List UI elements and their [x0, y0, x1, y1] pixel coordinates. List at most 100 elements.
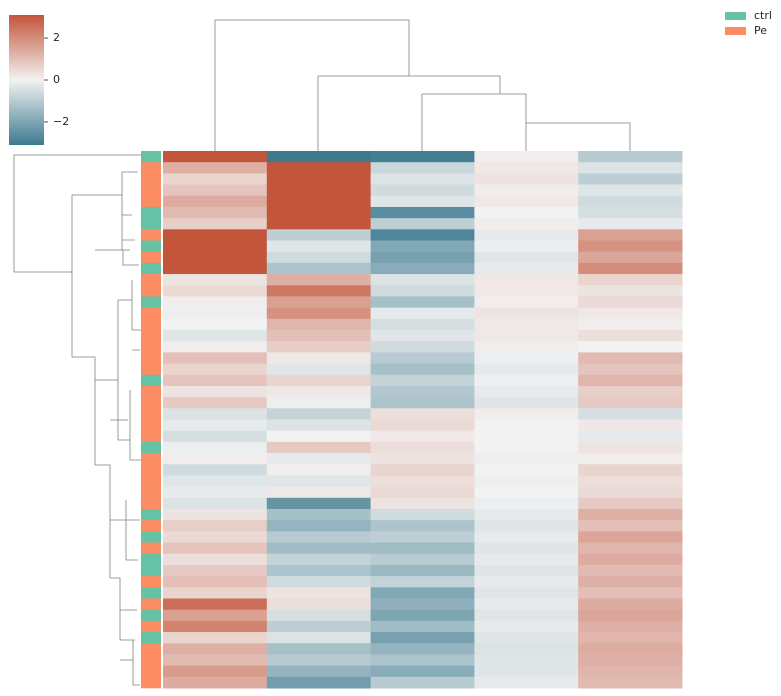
heatmap-cell [163, 564, 268, 577]
heatmap-cell [578, 385, 683, 398]
legend-swatch [725, 27, 746, 35]
heatmap-cell [163, 509, 268, 521]
heatmap-cell [163, 285, 268, 297]
heatmap-cell [474, 206, 579, 219]
heatmap-cell [163, 307, 268, 320]
row-group-color [141, 497, 161, 510]
heatmap-cell [578, 598, 683, 611]
heatmap-cell [578, 654, 683, 667]
heatmap-cell [266, 352, 372, 365]
heatmap-cell [578, 430, 683, 443]
heatmap-cell [474, 184, 579, 197]
heatmap-cell [578, 285, 683, 297]
heatmap-cell [266, 397, 372, 409]
heatmap-cell [578, 195, 683, 208]
row-dendrogram [13, 154, 141, 686]
heatmap-cell [163, 206, 268, 219]
row-group-color [141, 598, 161, 610]
heatmap-cell [578, 397, 683, 409]
heatmap-cell [578, 184, 683, 197]
heatmap-cell [474, 486, 579, 499]
heatmap-cell [578, 374, 683, 387]
heatmap-cell [578, 363, 683, 376]
heatmap-cell [163, 475, 268, 488]
heatmap-cell [163, 453, 268, 465]
heatmap-cell [370, 162, 475, 174]
row-group-color [141, 620, 161, 633]
heatmap-cell [474, 251, 579, 264]
heatmap-cell [266, 240, 372, 253]
row-group-color [141, 151, 161, 163]
heatmap-cell [474, 430, 579, 443]
heatmap-cell [370, 385, 475, 398]
heatmap-cell [266, 430, 372, 443]
heatmap-cell [266, 251, 372, 264]
heatmap-cell [266, 318, 372, 331]
heatmap-cell [163, 385, 268, 398]
heatmap-cell [266, 330, 372, 342]
heatmap-cell [163, 486, 268, 499]
heatmap-cell [474, 274, 579, 286]
heatmap-cell [163, 665, 268, 678]
heatmap-cell [578, 218, 683, 230]
heatmap-cell [370, 509, 475, 521]
heatmap-cell [163, 229, 268, 241]
heatmap-cell [163, 274, 268, 286]
heatmap-cell [578, 274, 683, 286]
row-group-color [141, 587, 161, 599]
heatmap-cell [266, 553, 372, 566]
heatmap-cell [474, 509, 579, 521]
heatmap-cell [266, 542, 372, 555]
heatmap-cell [474, 229, 579, 241]
heatmap-cell [163, 542, 268, 555]
heatmap-cell [578, 497, 683, 510]
heatmap-cell [474, 285, 579, 297]
heatmap-cell [163, 251, 268, 264]
heatmap-cell [474, 195, 579, 208]
heatmap-cell [266, 151, 372, 163]
heatmap-cell [266, 665, 372, 678]
heatmap-cell [474, 374, 579, 387]
heatmap-cell [474, 564, 579, 577]
heatmap-cell [266, 632, 372, 644]
heatmap-cell [474, 609, 579, 622]
heatmap-cell [266, 285, 372, 297]
heatmap-cell [370, 184, 475, 197]
row-group-color [141, 654, 161, 666]
heatmap-cell [578, 509, 683, 521]
heatmap-cell [370, 520, 475, 532]
heatmap-cell [163, 520, 268, 532]
row-group-color [141, 274, 161, 286]
heatmap-cell [474, 330, 579, 342]
heatmap-cell [370, 542, 475, 555]
row-group-color [141, 531, 161, 543]
heatmap-cell [370, 430, 475, 443]
heatmap-cell [266, 184, 372, 197]
heatmap-cell [474, 307, 579, 320]
heatmap-cell [578, 151, 683, 163]
row-group-color [141, 464, 161, 476]
heatmap-cell [266, 419, 372, 432]
row-group-color [141, 352, 161, 364]
legend-label: Pe [754, 24, 767, 37]
row-group-color [141, 441, 161, 454]
heatmap-cell [578, 296, 683, 309]
heatmap-cell [578, 307, 683, 320]
heatmap-cell [370, 620, 475, 633]
heatmap-cell [474, 475, 579, 488]
heatmap-cell [474, 553, 579, 566]
heatmap-cell [370, 307, 475, 320]
heatmap-cell [266, 576, 372, 588]
row-group-color [141, 374, 161, 387]
heatmap-cell [370, 441, 475, 454]
row-group-color [141, 576, 161, 588]
heatmap-cell [474, 240, 579, 253]
heatmap-cell [163, 654, 268, 667]
heatmap-cell [266, 173, 372, 186]
row-group-color [141, 564, 161, 577]
row-group-color [141, 206, 161, 219]
heatmap-cell [370, 195, 475, 208]
row-group-color [141, 509, 161, 521]
row-group-color [141, 520, 161, 532]
row-group-color [141, 486, 161, 499]
